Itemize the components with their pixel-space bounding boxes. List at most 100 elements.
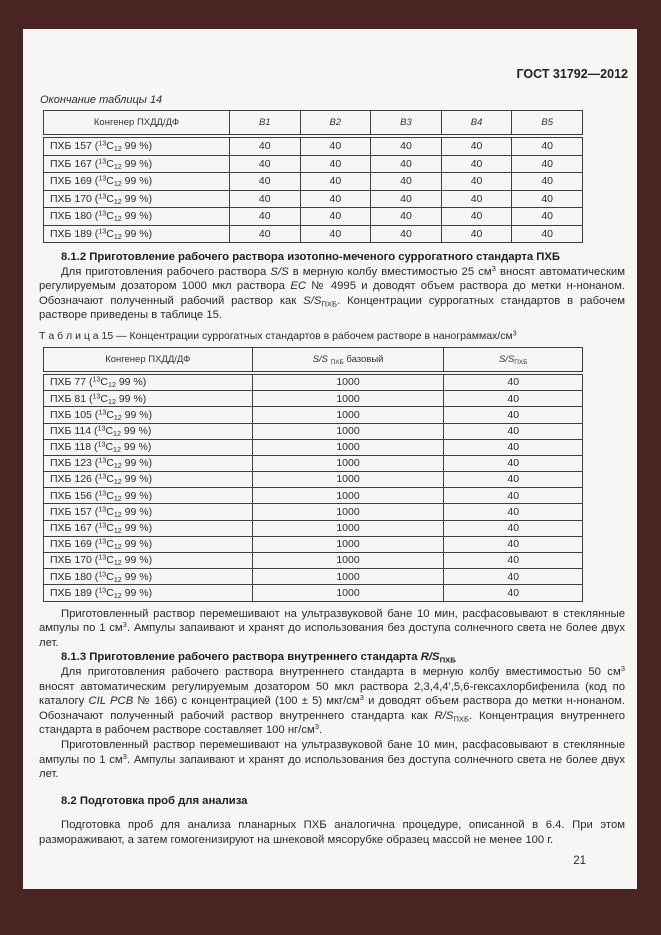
working-concentration-cell: 40 [443, 390, 583, 408]
working-concentration-cell: 40 [443, 584, 583, 602]
col-header-b2: B2 [299, 110, 372, 138]
table15-caption: Т а б л и ц а 15 — Концентрации суррогат… [39, 329, 517, 342]
table-14: Конгенер ПХДД/ДФ B1 B2 B3 B4 B5 ПХБ 157 … [43, 110, 583, 243]
value-cell: 40 [440, 135, 513, 156]
col-header-b4: B4 [440, 110, 513, 138]
base-concentration-cell: 1000 [251, 372, 445, 392]
value-cell: 40 [370, 135, 442, 156]
table14-body: ПХБ 157 (13C12 99 %) 40 40 40 40 40 ПХБ … [43, 135, 583, 243]
value-cell: 40 [370, 172, 442, 191]
value-cell: 40 [511, 189, 583, 208]
body-text: Приготовленный раствор перемешивают на у… [39, 607, 625, 848]
table-row: ПХБ 167 (13C12 99 %) 40 40 40 40 40 [43, 154, 583, 173]
congener-cell: ПХБ 118 (13C12 99 %) [43, 438, 253, 456]
table-row: ПХБ 105 (13C12 99 %) 1000 40 [43, 406, 583, 424]
table-row: ПХБ 157 (13C12 99 %) 40 40 40 40 40 [43, 135, 583, 156]
table-row: ПХБ 189 (13C12 99 %) 40 40 40 40 40 [43, 224, 583, 243]
section-8-2-paragraph: Подготовка проб для анализа планарных ПХ… [39, 819, 625, 846]
base-concentration-cell: 1000 [251, 487, 445, 505]
table-row: ПХБ 170 (13C12 99 %) 1000 40 [43, 552, 583, 570]
table-row: ПХБ 167 (13C12 99 %) 1000 40 [43, 519, 583, 537]
congener-cell: ПХБ 167 (13C12 99 %) [43, 519, 253, 537]
table-row: ПХБ 170 (13C12 99 %) 40 40 40 40 40 [43, 189, 583, 208]
working-concentration-cell: 40 [443, 471, 583, 489]
working-concentration-cell: 40 [443, 503, 583, 521]
congener-cell: ПХБ 169 (13C12 99 %) [43, 535, 253, 554]
value-cell: 40 [511, 154, 583, 173]
base-concentration-cell: 1000 [251, 503, 445, 521]
value-cell: 40 [299, 135, 372, 156]
working-concentration-cell: 40 [443, 519, 583, 537]
base-concentration-cell: 1000 [251, 438, 445, 456]
table-row: ПХБ 157 (13C12 99 %) 1000 40 [43, 503, 583, 521]
congener-cell: ПХБ 156 (13C12 99 %) [43, 487, 253, 505]
table-row: ПХБ 114 (13C12 99 %) 1000 40 [43, 422, 583, 440]
working-concentration-cell: 40 [443, 454, 583, 473]
congener-cell: ПХБ 123 (13C12 99 %) [43, 454, 253, 473]
table-row: ПХБ 77 (13C12 99 %) 1000 40 [43, 372, 583, 392]
congener-cell: ПХБ 157 (13C12 99 %) [43, 503, 253, 521]
congener-cell: ПХБ 180 (13C12 99 %) [43, 568, 253, 586]
value-cell: 40 [299, 207, 372, 226]
working-concentration-cell: 40 [443, 535, 583, 554]
col-header-b5: B5 [511, 110, 583, 138]
table15-header-row: Конгенер ПХДД/ДФ S/S ПХБ базовый S/SПХБ [43, 346, 583, 375]
section-8-1-3-heading: 8.1.3 Приготовление рабочего раствора вн… [61, 651, 456, 665]
col-header-b3: B3 [370, 110, 442, 138]
congener-cell: ПХБ 167 (13C12 99 %) [43, 154, 230, 173]
congener-cell: ПХБ 157 (13C12 99 %) [43, 135, 230, 156]
working-concentration-cell: 40 [443, 568, 583, 586]
base-concentration-cell: 1000 [251, 519, 445, 537]
working-concentration-cell: 40 [443, 422, 583, 440]
base-concentration-cell: 1000 [251, 390, 445, 408]
working-concentration-cell: 40 [443, 372, 583, 392]
value-cell: 40 [440, 154, 513, 173]
base-concentration-cell: 1000 [251, 568, 445, 586]
base-concentration-cell: 1000 [251, 552, 445, 570]
value-cell: 40 [299, 189, 372, 208]
base-concentration-cell: 1000 [251, 406, 445, 424]
table-row: ПХБ 169 (13C12 99 %) 1000 40 [43, 535, 583, 554]
congener-cell: ПХБ 170 (13C12 99 %) [43, 189, 230, 208]
congener-cell: ПХБ 105 (13C12 99 %) [43, 406, 253, 424]
value-cell: 40 [511, 207, 583, 226]
table-row: ПХБ 123 (13C12 99 %) 1000 40 [43, 454, 583, 473]
working-concentration-cell: 40 [443, 487, 583, 505]
value-cell: 40 [370, 154, 442, 173]
base-concentration-cell: 1000 [251, 535, 445, 554]
value-cell: 40 [228, 224, 301, 243]
table-row: ПХБ 180 (13C12 99 %) 40 40 40 40 40 [43, 207, 583, 226]
value-cell: 40 [511, 172, 583, 191]
value-cell: 40 [228, 172, 301, 191]
value-cell: 40 [299, 172, 372, 191]
congener-cell: ПХБ 81 (13C12 99 %) [43, 390, 253, 408]
value-cell: 40 [228, 189, 301, 208]
base-concentration-cell: 1000 [251, 584, 445, 602]
congener-cell: ПХБ 170 (13C12 99 %) [43, 552, 253, 570]
base-concentration-cell: 1000 [251, 422, 445, 440]
congener-cell: ПХБ 126 (13C12 99 %) [43, 471, 253, 489]
value-cell: 40 [370, 207, 442, 226]
section-8-1-3-paragraph-1: Для приготовления рабочего раствора внут… [39, 664, 626, 737]
base-concentration-cell: 1000 [251, 454, 445, 473]
congener-cell: ПХБ 169 (13C12 99 %) [43, 172, 230, 191]
doc-code: ГОСТ 31792—2012 [516, 67, 628, 81]
table-row: ПХБ 169 (13C12 99 %) 40 40 40 40 40 [43, 172, 583, 191]
col-header-congener: Конгенер ПХДД/ДФ [43, 346, 253, 375]
document-page: ГОСТ 31792—2012 Окончание таблицы 14 Кон… [23, 29, 637, 889]
congener-cell: ПХБ 180 (13C12 99 %) [43, 207, 230, 226]
working-concentration-cell: 40 [443, 406, 583, 424]
table-row: ПХБ 81 (13C12 99 %) 1000 40 [43, 390, 583, 408]
col-header-congener: Конгенер ПХДД/ДФ [43, 110, 230, 138]
table-15: Конгенер ПХДД/ДФ S/S ПХБ базовый S/SПХБ … [43, 346, 583, 602]
working-concentration-cell: 40 [443, 438, 583, 456]
section-8-1-2-paragraph: Для приготовления рабочего раствора S/S … [39, 263, 626, 322]
table-row: ПХБ 126 (13C12 99 %) 1000 40 [43, 471, 583, 489]
value-cell: 40 [511, 135, 583, 156]
table-row: ПХБ 118 (13C12 99 %) 1000 40 [43, 438, 583, 456]
value-cell: 40 [370, 224, 442, 243]
section-8-2-heading: 8.2 Подготовка проб для анализа [61, 794, 248, 807]
table14-continuation-caption: Окончание таблицы 14 [40, 94, 163, 106]
congener-cell: ПХБ 189 (13C12 99 %) [43, 224, 230, 243]
